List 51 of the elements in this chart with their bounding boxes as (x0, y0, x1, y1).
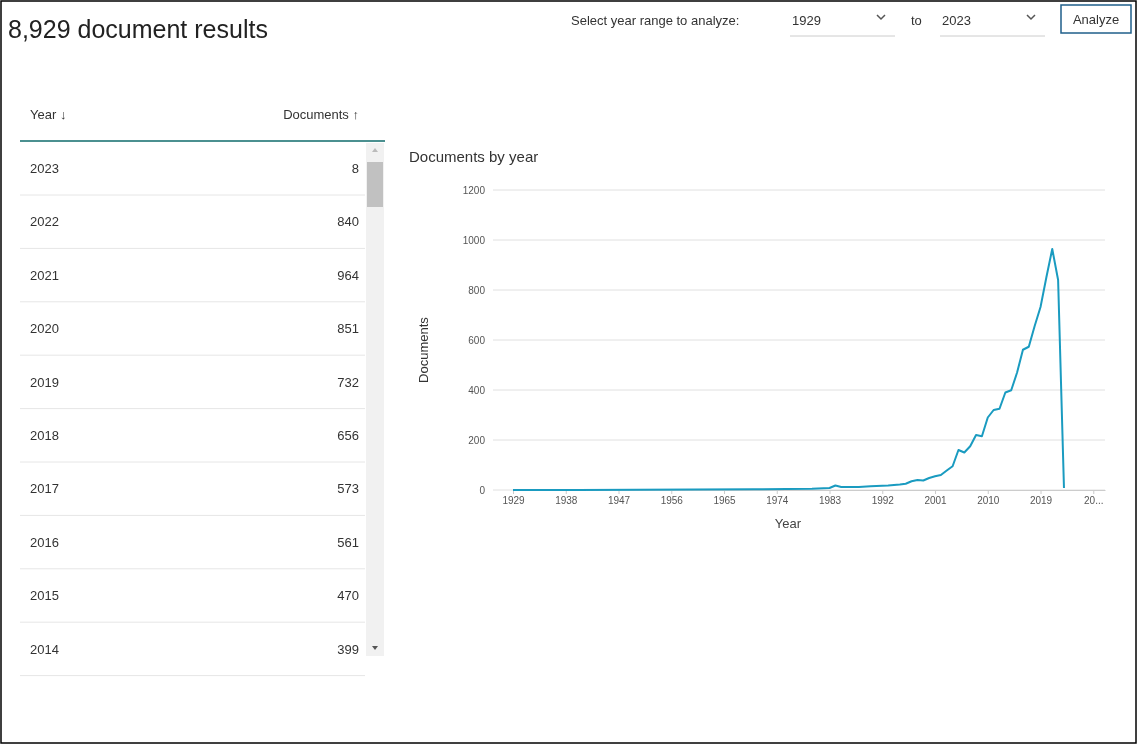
line-series (512, 248, 1065, 491)
x-tick-label: 1956 (660, 495, 684, 507)
text: 964 (337, 267, 359, 283)
y-axis-title: Documents (416, 316, 431, 383)
chart-subtitle: Documents by year (409, 148, 539, 165)
x-tick-label: 2001 (924, 495, 948, 507)
text: 851 (337, 321, 359, 337)
y-tick-label: 1200 (462, 184, 486, 196)
text: 8 (351, 161, 359, 176)
text: 2021 (30, 267, 59, 283)
text: to (911, 13, 922, 28)
x-tick-label: 1965 (713, 495, 737, 507)
text: 2023 (30, 161, 59, 176)
x-tick-label: 2019 (1029, 495, 1053, 507)
x-tick-label: 1929 (502, 495, 526, 507)
x-axis-title: Year (774, 516, 802, 531)
text: 840 (337, 214, 359, 230)
x-tick-label: 1947 (607, 495, 631, 507)
text: 2016 (30, 534, 59, 550)
x-tick-label: 20... (1084, 495, 1104, 507)
text: 2019 (30, 374, 59, 390)
text: 2022 (30, 214, 59, 230)
text: 2023 (942, 13, 971, 28)
text: Year ↓ (30, 107, 67, 122)
text: 732 (337, 374, 359, 390)
text: 2015 (30, 588, 59, 604)
y-tick-label: 600 (468, 334, 486, 346)
x-tick-label: 1938 (555, 495, 578, 507)
x-tick-label: 1974 (766, 495, 789, 507)
text: 470 (337, 588, 359, 604)
x-tick-label: 1983 (818, 495, 842, 507)
text: 656 (337, 428, 359, 443)
y-tick-label: 800 (468, 284, 486, 296)
y-tick-label: 1000 (462, 234, 486, 246)
y-tick-label: 0 (479, 484, 486, 496)
text: 2017 (30, 481, 59, 497)
text: Analyze (1072, 12, 1120, 27)
text: 8,929 document results (8, 15, 268, 43)
text: Documents ↑ (283, 107, 359, 122)
text: 2018 (30, 428, 59, 443)
text: 561 (337, 534, 359, 550)
y-tick-label: 200 (468, 434, 486, 446)
text: 573 (337, 481, 359, 497)
text: 1929 (792, 13, 821, 28)
x-tick-label: 1992 (871, 495, 895, 507)
text: 2014 (30, 641, 59, 657)
y-tick-label: 400 (468, 384, 486, 396)
x-tick-label: 2010 (977, 495, 1000, 507)
text: 399 (337, 641, 359, 657)
text: Select year range to analyze: (571, 13, 740, 28)
text: 2020 (30, 321, 59, 337)
